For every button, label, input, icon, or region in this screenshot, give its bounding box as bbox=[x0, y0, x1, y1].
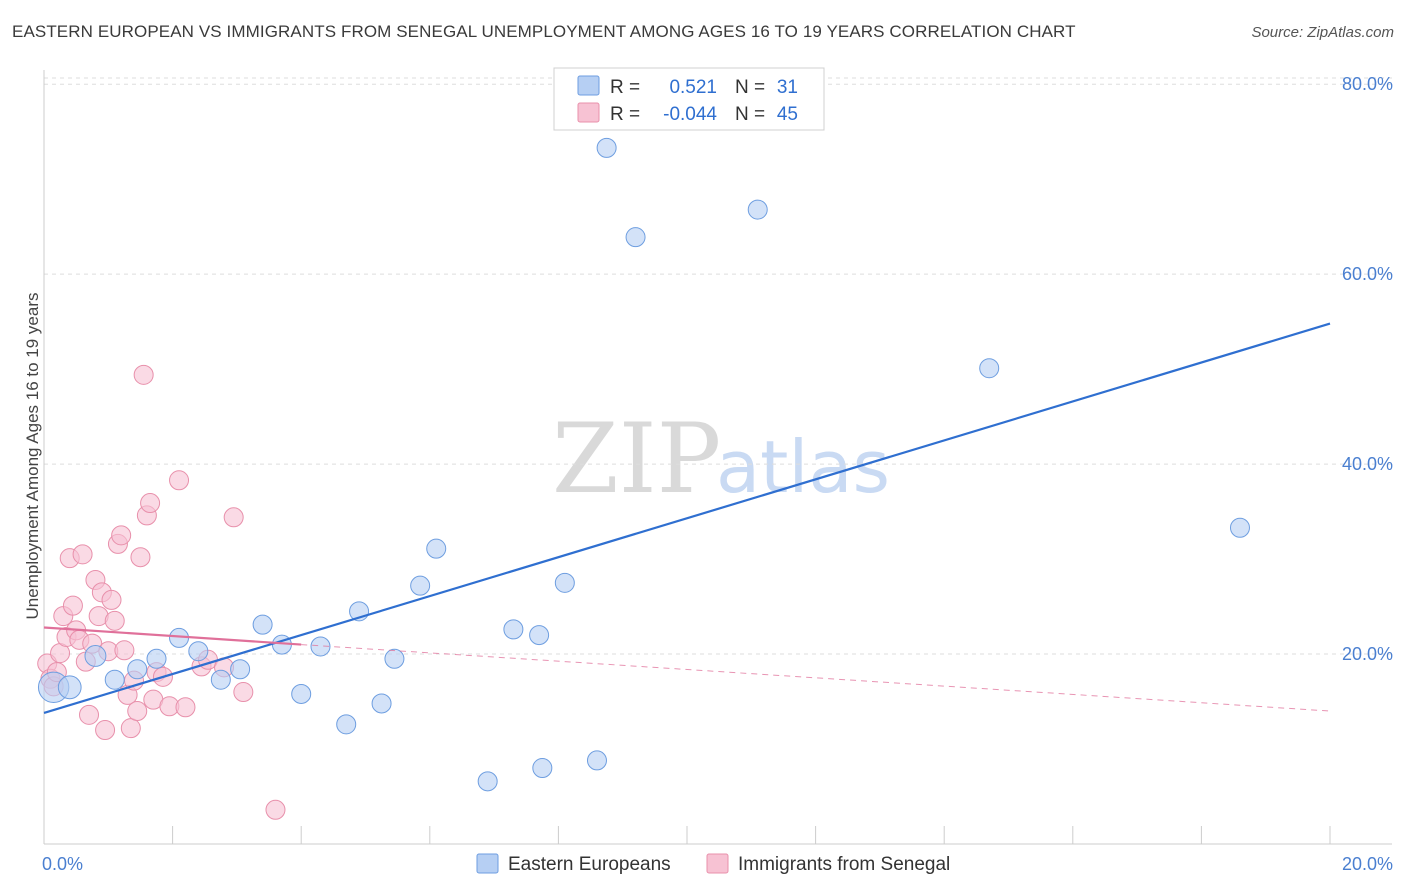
y-tick-labels: 20.0% 40.0% 60.0% 80.0% bbox=[1342, 74, 1393, 664]
blue-point-7 bbox=[188, 641, 209, 662]
legend-box: R = 0.521 N = 31 R = -0.044 N = 45 bbox=[553, 67, 825, 131]
blue-point-3 bbox=[104, 669, 125, 690]
watermark-zip: ZIP bbox=[552, 403, 721, 515]
chart-title: EASTERN EUROPEAN VS IMMIGRANTS FROM SENE… bbox=[12, 22, 1076, 41]
legend-r-value-1: 0.521 bbox=[669, 77, 717, 98]
x-tick-label-0: 0.0% bbox=[42, 854, 83, 874]
pink-point-20 bbox=[101, 589, 122, 610]
blue-point-24 bbox=[554, 572, 575, 593]
bottom-legend-label-blue: Eastern Europeans bbox=[508, 854, 671, 875]
pink-point-23 bbox=[111, 525, 132, 546]
legend-swatch-blue bbox=[577, 75, 600, 96]
blue-point-8 bbox=[210, 669, 231, 690]
pink-point-11 bbox=[72, 544, 93, 565]
x-tick-labels: 0.0% 20.0% bbox=[42, 854, 1393, 874]
blue-point-12 bbox=[291, 683, 312, 704]
trend-line-eastern-europeans bbox=[43, 322, 1331, 714]
blue-point-4 bbox=[127, 659, 148, 680]
legend-n-label-2: N = bbox=[735, 104, 765, 125]
legend-n-label-1: N = bbox=[735, 77, 765, 98]
trend-line-senegal-dashed bbox=[301, 644, 1331, 712]
blue-point-20 bbox=[477, 771, 498, 792]
y-axis-label: Unemployment Among Ages 16 to 19 years bbox=[23, 293, 42, 620]
blue-point-23 bbox=[532, 758, 553, 779]
legend-swatch-pink bbox=[577, 102, 600, 123]
watermark: ZIP atlas bbox=[552, 403, 890, 515]
pink-point-26 bbox=[120, 718, 141, 739]
blue-point-22 bbox=[529, 625, 550, 646]
source-credit: Source: ZipAtlas.com bbox=[1251, 24, 1394, 41]
series-immigrants-from-senegal bbox=[37, 364, 286, 820]
blue-point-2 bbox=[84, 645, 107, 667]
y-tick-label-1: 40.0% bbox=[1342, 454, 1393, 474]
legend-n-value-2: 45 bbox=[777, 104, 798, 125]
legend-r-value-2: -0.044 bbox=[663, 104, 717, 125]
axes bbox=[43, 70, 1392, 845]
pink-point-44 bbox=[265, 799, 286, 820]
blue-point-5 bbox=[146, 648, 167, 669]
blue-point-9 bbox=[230, 659, 251, 680]
bottom-legend: Eastern Europeans Immigrants from Senega… bbox=[476, 853, 950, 875]
blue-point-27 bbox=[625, 227, 646, 248]
blue-point-30 bbox=[1229, 517, 1250, 538]
pink-point-21 bbox=[104, 610, 125, 631]
watermark-atlas: atlas bbox=[716, 425, 890, 509]
series-eastern-europeans bbox=[37, 137, 1250, 792]
trend-line-senegal-solid bbox=[43, 626, 302, 646]
blue-point-17 bbox=[384, 648, 405, 669]
blue-point-19 bbox=[426, 538, 447, 559]
blue-point-14 bbox=[336, 714, 357, 735]
blue-point-1 bbox=[57, 675, 82, 700]
pink-point-37 bbox=[169, 470, 190, 491]
pink-point-13 bbox=[79, 704, 100, 725]
bottom-legend-label-pink: Immigrants from Senegal bbox=[738, 854, 950, 875]
trend-lines bbox=[43, 322, 1331, 714]
blue-point-28 bbox=[747, 199, 768, 220]
pink-point-24 bbox=[114, 640, 135, 661]
pink-point-38 bbox=[175, 697, 196, 718]
pink-point-32 bbox=[140, 493, 161, 514]
blue-point-13 bbox=[310, 636, 331, 657]
pink-point-42 bbox=[223, 507, 244, 528]
blue-point-29 bbox=[979, 358, 1000, 379]
pink-point-30 bbox=[133, 364, 154, 385]
blue-point-21 bbox=[503, 619, 524, 640]
legend-n-value-1: 31 bbox=[777, 77, 798, 98]
pink-point-18 bbox=[95, 720, 116, 741]
blue-point-16 bbox=[371, 693, 392, 714]
y-tick-label-3: 80.0% bbox=[1342, 74, 1393, 94]
blue-point-25 bbox=[586, 750, 607, 771]
pink-point-8 bbox=[62, 595, 83, 616]
bottom-legend-swatch-blue bbox=[476, 853, 499, 874]
legend-r-label-1: R = bbox=[610, 77, 640, 98]
blue-point-10 bbox=[252, 614, 273, 635]
pink-point-29 bbox=[130, 547, 151, 568]
legend-r-label-2: R = bbox=[610, 104, 640, 125]
pink-point-28 bbox=[127, 701, 148, 722]
pink-point-43 bbox=[233, 682, 254, 703]
blue-point-18 bbox=[410, 575, 431, 596]
x-tick-label-1: 20.0% bbox=[1342, 854, 1393, 874]
y-tick-label-2: 60.0% bbox=[1342, 264, 1393, 284]
y-tick-label-0: 20.0% bbox=[1342, 644, 1393, 664]
bottom-legend-swatch-pink bbox=[706, 853, 729, 874]
blue-point-26 bbox=[596, 137, 617, 158]
